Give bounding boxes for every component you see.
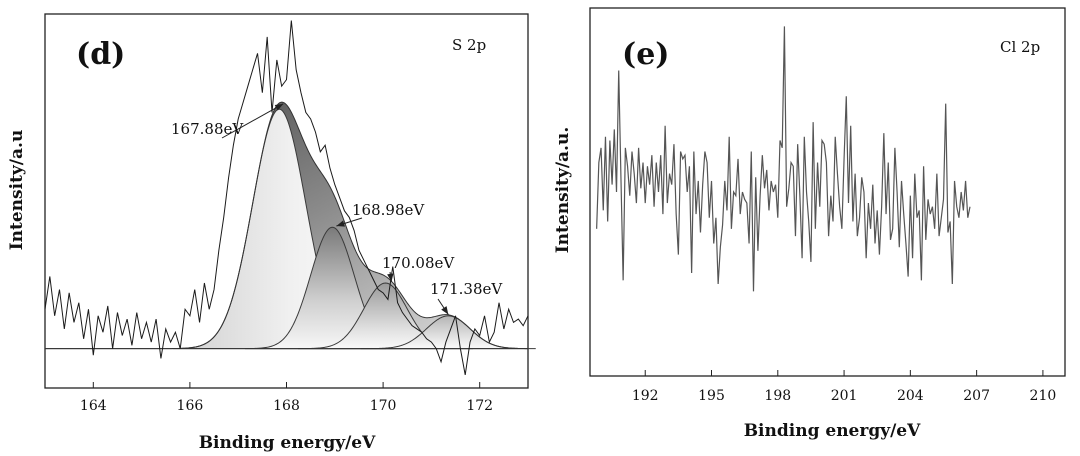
panel-d-y-axis-title: Intensity/a.u bbox=[7, 130, 27, 251]
x-tick-label: 198 bbox=[764, 388, 791, 404]
panel-d-x-ticks: 164 166 168 170 172 bbox=[80, 382, 493, 414]
peak-label-170-08: 170.08eV bbox=[382, 254, 455, 272]
panel-e-x-ticks: 192 195 198 201 204 207 210 bbox=[632, 370, 1056, 404]
panel-e-tag: (e) bbox=[622, 37, 669, 72]
x-tick-label: 192 bbox=[632, 388, 659, 404]
panel-e-frame bbox=[589, 7, 1066, 377]
peak-label-171-38: 171.38eV bbox=[430, 280, 503, 298]
x-tick-label: 166 bbox=[177, 398, 204, 414]
panel-d-line-layer bbox=[44, 20, 529, 375]
panel-d-annotations bbox=[221, 103, 449, 315]
cl2p-raw-line bbox=[596, 26, 971, 292]
x-tick-label: 201 bbox=[831, 388, 858, 404]
x-tick-label: 170 bbox=[370, 398, 397, 414]
x-tick-label: 168 bbox=[273, 398, 300, 414]
panel-d-fill-layer bbox=[45, 102, 536, 350]
peak-arrow-167-88 bbox=[221, 103, 284, 139]
x-tick-label: 172 bbox=[466, 398, 493, 414]
peak-arrow-171-38-head bbox=[441, 306, 449, 315]
panel-e-cl2p: 192 195 198 201 204 207 210 (e) Cl 2p Binding … bbox=[553, 7, 1066, 441]
x-tick-label: 164 bbox=[80, 398, 107, 414]
panel-e-line-layer bbox=[596, 26, 971, 292]
x-tick-label: 207 bbox=[963, 388, 990, 404]
x-tick-label: 210 bbox=[1030, 388, 1057, 404]
peak-label-167-88: 167.88eV bbox=[171, 120, 244, 138]
panel-e-x-axis-title: Binding energy/eV bbox=[744, 421, 921, 441]
panel-e-y-axis-title: Intensity/a.u. bbox=[553, 127, 573, 254]
raw-spectrum-line bbox=[44, 20, 529, 375]
peak-arrow-168-98-head bbox=[336, 220, 345, 227]
panel-e-element-label: Cl 2p bbox=[1000, 38, 1040, 56]
panel-d-x-axis-title: Binding energy/eV bbox=[199, 433, 376, 453]
peak-label-168-98: 168.98eV bbox=[352, 201, 425, 219]
panel-d-element-label: S 2p bbox=[452, 36, 486, 54]
panel-d-tag: (d) bbox=[76, 37, 125, 72]
peak-arrow-170-08-head bbox=[387, 273, 394, 282]
panel-d-s2p: 164 166 168 170 172 (d) S 2p 167.88eV 168.98… bbox=[7, 13, 536, 453]
peak-arrow-167-88-head bbox=[274, 103, 284, 111]
x-tick-label: 195 bbox=[698, 388, 725, 404]
x-tick-label: 204 bbox=[897, 388, 924, 404]
